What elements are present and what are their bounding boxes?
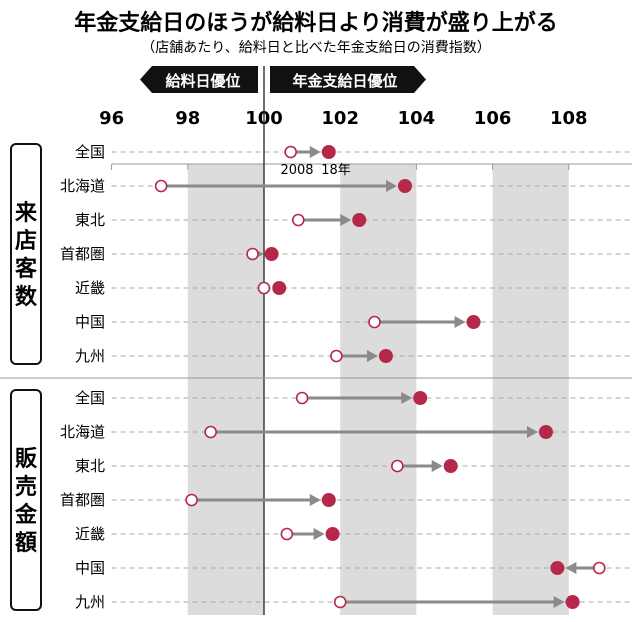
point-2018 bbox=[538, 425, 553, 439]
change-arrow-head bbox=[313, 528, 325, 540]
row-label: 首都圏 bbox=[60, 245, 105, 263]
row-label: 九州 bbox=[75, 347, 105, 365]
row-label: 九州 bbox=[75, 593, 105, 611]
group-bracket bbox=[10, 143, 42, 365]
point-2008 bbox=[295, 391, 309, 405]
left-label: 給料日優位 bbox=[165, 72, 240, 90]
point-2018 bbox=[321, 145, 336, 159]
left-label-banner bbox=[140, 66, 258, 93]
change-arrow-head bbox=[431, 460, 443, 472]
change-arrow-head bbox=[309, 494, 321, 506]
point-2018 bbox=[378, 349, 393, 363]
row-label: 全国 bbox=[75, 143, 105, 161]
point-2008 bbox=[204, 425, 217, 439]
tick-label: 102 bbox=[321, 108, 359, 129]
point-2018 bbox=[443, 459, 458, 473]
right-label: 年金支給日優位 bbox=[292, 72, 397, 90]
change-arrow-head bbox=[385, 180, 397, 192]
tick-label: 104 bbox=[398, 108, 436, 129]
change-arrow-head bbox=[553, 596, 565, 608]
row-label: 近畿 bbox=[75, 279, 105, 297]
change-arrow-head bbox=[565, 562, 577, 574]
tick-label: 98 bbox=[175, 108, 200, 129]
point-2008 bbox=[185, 493, 198, 507]
chart-subtitle: （店舗あたり、給料日と比べた年金支給日の消費指数） bbox=[141, 40, 490, 56]
group-label: 額 bbox=[15, 530, 37, 556]
change-arrow-head bbox=[366, 350, 378, 362]
group-bracket bbox=[10, 389, 42, 611]
change-arrow-head bbox=[526, 426, 538, 438]
group-label: 売 bbox=[15, 474, 37, 500]
point-2008 bbox=[391, 459, 404, 473]
point-2008 bbox=[154, 179, 168, 193]
tick-label: 106 bbox=[474, 108, 512, 129]
tick-label: 108 bbox=[550, 108, 588, 129]
tick-label: 96 bbox=[99, 108, 124, 129]
series-label-from: 2008 bbox=[280, 163, 313, 178]
row-label: 東北 bbox=[75, 457, 105, 475]
chart-title: 年金支給日のほうが給料日より消費が盛り上がる bbox=[74, 10, 558, 36]
group-label: 金 bbox=[14, 502, 38, 528]
point-2008 bbox=[368, 315, 381, 329]
point-2018 bbox=[264, 247, 279, 261]
change-arrow-head bbox=[401, 392, 413, 404]
row-label: 東北 bbox=[75, 211, 105, 229]
row-label: 中国 bbox=[75, 313, 105, 331]
point-2008 bbox=[330, 349, 343, 363]
point-2018 bbox=[321, 493, 336, 507]
point-2018 bbox=[272, 281, 287, 295]
row-label: 全国 bbox=[75, 389, 105, 407]
change-arrow-head bbox=[309, 146, 321, 158]
point-2008 bbox=[284, 145, 297, 159]
row-label: 首都圏 bbox=[60, 491, 105, 509]
row-label: 北海道 bbox=[60, 177, 105, 195]
point-2008 bbox=[280, 527, 294, 541]
point-2008 bbox=[333, 595, 347, 609]
change-arrow-head bbox=[340, 214, 352, 226]
point-2018 bbox=[413, 391, 428, 405]
point-2018 bbox=[565, 595, 580, 609]
point-2008 bbox=[246, 247, 259, 261]
change-arrow-head bbox=[454, 316, 466, 328]
row-label: 近畿 bbox=[75, 525, 105, 543]
group-label: 販 bbox=[15, 447, 38, 472]
shaded-band bbox=[187, 164, 264, 615]
row-label: 中国 bbox=[75, 559, 105, 577]
point-2008 bbox=[257, 281, 271, 295]
series-label-to: 18年 bbox=[321, 163, 351, 178]
group-label: 数 bbox=[15, 284, 38, 310]
point-2018 bbox=[352, 213, 367, 227]
group-label: 来 bbox=[14, 201, 38, 226]
point-2008 bbox=[291, 213, 305, 227]
point-2018 bbox=[325, 527, 340, 541]
point-2018 bbox=[550, 561, 565, 575]
shaded-band bbox=[340, 164, 417, 615]
group-label: 店 bbox=[15, 229, 37, 254]
right-label-banner bbox=[270, 66, 426, 93]
point-2018 bbox=[397, 179, 412, 193]
point-2008 bbox=[592, 561, 606, 575]
group-label: 客 bbox=[15, 256, 38, 282]
point-2018 bbox=[466, 315, 481, 329]
shaded-band bbox=[492, 164, 569, 615]
row-label: 北海道 bbox=[60, 423, 105, 441]
